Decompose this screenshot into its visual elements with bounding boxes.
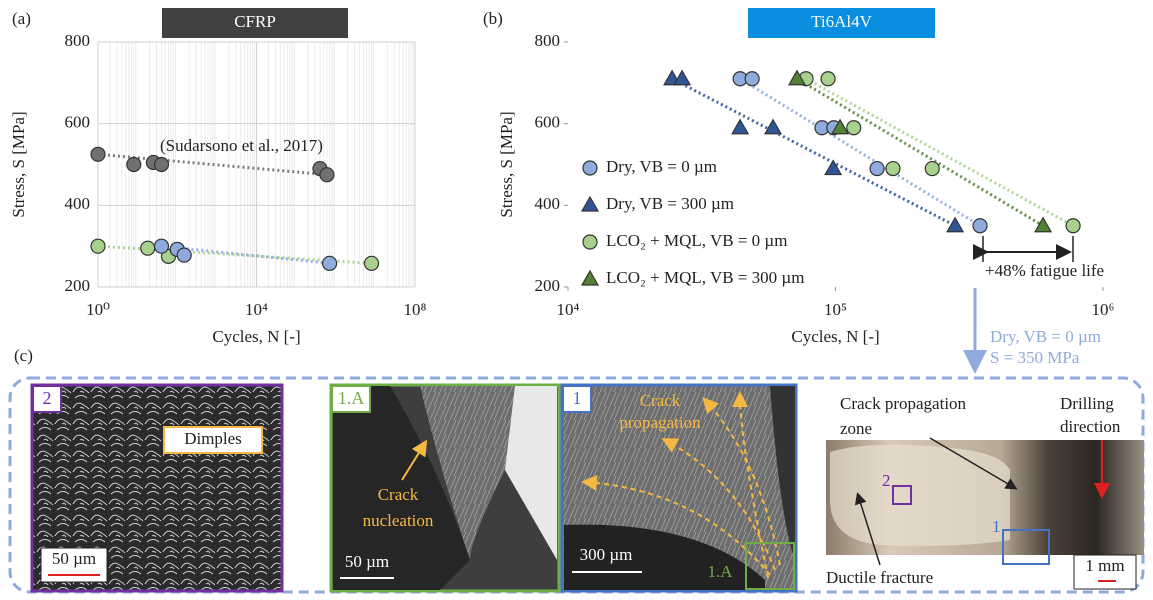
- y-axis-label: Stress, S [MPa]: [497, 111, 516, 217]
- x-axis-label: Cycles, N [-]: [791, 327, 879, 346]
- annotation: Ductile fracture: [826, 568, 933, 587]
- legend-label: Dry, VB = 0 µm: [606, 157, 717, 176]
- annotation: Crack: [640, 391, 681, 410]
- point: [154, 239, 168, 253]
- point: [320, 168, 334, 182]
- scale-label: 300 µm: [580, 545, 633, 564]
- point: [925, 162, 939, 176]
- panel-label: (a): [12, 9, 31, 28]
- image-label: 1: [573, 388, 582, 408]
- panel-label: (b): [483, 9, 503, 28]
- charts: CFRP (a) 10⁰ 10⁴ 10⁸ 200 400 600 800 Cycles, N [-…: [9, 8, 1115, 368]
- legend-marker: [583, 235, 597, 249]
- panel-label: (c): [14, 346, 33, 365]
- inset-label: 1.A: [707, 562, 733, 581]
- callout: Dry, VB = 0 µm: [990, 327, 1101, 346]
- annotation: propagation: [619, 413, 701, 432]
- region-label: 1: [992, 517, 1001, 536]
- annotation: Dimples: [184, 429, 242, 448]
- point: [732, 120, 748, 134]
- legend-label: LCO₂ + MQL, VB = 300 µm: [606, 268, 804, 287]
- x-tick-label: 10⁰: [86, 300, 110, 319]
- image-label: 2: [43, 388, 52, 408]
- point: [323, 256, 337, 270]
- annotation: Drilling: [1060, 394, 1114, 413]
- point: [825, 161, 841, 175]
- legend-label: LCO₂ + MQL, VB = 0 µm: [606, 231, 787, 250]
- image-label: 1.A: [338, 388, 365, 408]
- image-dimples: 2 Dimples 50 µm: [32, 385, 282, 591]
- point: [91, 147, 105, 161]
- image-specimen: Crack propagation zone Drilling directio…: [826, 394, 1144, 589]
- point: [1035, 218, 1051, 232]
- annotation: direction: [1060, 417, 1121, 436]
- image-propagation: 1 Crack propagation 300 µm 1.A: [562, 385, 796, 591]
- point: [847, 121, 861, 135]
- y-tick-label: 800: [65, 31, 91, 50]
- y-tick-label: 400: [65, 194, 91, 213]
- point: [91, 239, 105, 253]
- trend-line: [797, 79, 1043, 226]
- trend-line: [806, 79, 1073, 226]
- y-tick-label: 600: [535, 113, 561, 132]
- figure: CFRP (a) 10⁰ 10⁴ 10⁸ 200 400 600 800 Cycles, N [-…: [0, 0, 1153, 600]
- x-axis-label: Cycles, N [-]: [212, 327, 300, 346]
- trend-line: [740, 79, 980, 226]
- point: [141, 241, 155, 255]
- point: [886, 162, 900, 176]
- x-tick-label: 10⁴: [557, 300, 580, 319]
- point: [1066, 219, 1080, 233]
- y-tick-label: 200: [535, 276, 561, 295]
- annotation: zone: [840, 419, 872, 438]
- point: [821, 72, 835, 86]
- y-tick-label: 800: [535, 31, 561, 50]
- y-tick-label: 200: [65, 276, 91, 295]
- annotation: Crack propagation: [840, 394, 967, 413]
- point: [973, 219, 987, 233]
- point: [745, 72, 759, 86]
- x-tick-label: 10⁴: [245, 300, 268, 319]
- point: [365, 256, 379, 270]
- scale-label: 50 µm: [345, 552, 389, 571]
- legend-label: Dry, VB = 300 µm: [606, 194, 734, 213]
- callout: S = 350 MPa: [990, 348, 1080, 367]
- point: [947, 218, 963, 232]
- annotation: (Sudarsono et al., 2017): [160, 136, 323, 155]
- y-tick-label: 400: [535, 194, 561, 213]
- x-tick-label: 10⁵: [824, 300, 847, 319]
- legend-marker: [582, 271, 598, 285]
- y-tick-label: 600: [65, 113, 91, 132]
- point: [127, 158, 141, 172]
- chart-title: CFRP: [234, 12, 276, 31]
- annotation: +48% fatigue life: [985, 261, 1104, 280]
- legend-marker: [583, 161, 597, 175]
- region-label: 2: [882, 471, 891, 490]
- ductile-zone: [830, 445, 1010, 546]
- annotation: nucleation: [363, 511, 434, 530]
- scale-label: 1 mm: [1085, 556, 1124, 575]
- scale-label: 50 µm: [52, 549, 96, 568]
- image-nucleation: 1.A Crack nucleation 50 µm: [331, 385, 559, 591]
- point: [154, 158, 168, 172]
- x-tick-label: 10⁸: [404, 300, 427, 319]
- point: [870, 162, 884, 176]
- annotation: Crack: [378, 485, 419, 504]
- y-axis-label: Stress, S [MPa]: [9, 111, 28, 217]
- legend-marker: [582, 197, 598, 211]
- chart-title: Ti6Al4V: [811, 12, 873, 31]
- x-tick-label: 10⁶: [1092, 300, 1115, 319]
- point: [177, 248, 191, 262]
